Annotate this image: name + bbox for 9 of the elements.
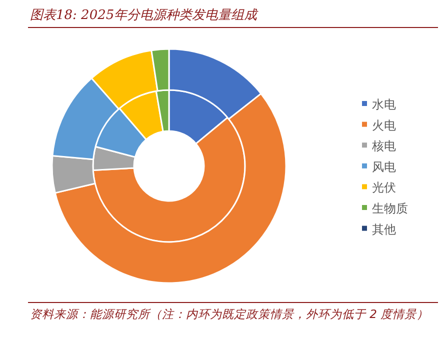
legend-label: 光伏: [372, 180, 396, 195]
chart-title: 图表18: 2025年分电源种类发电量组成: [30, 7, 258, 24]
legend-label: 其他: [372, 222, 396, 236]
legend-label: 风电: [372, 160, 396, 174]
legend-label: 水电: [372, 98, 396, 112]
legend-label: 火电: [372, 118, 396, 132]
text: 资料来源：能源研究所（注：内环为既定政策情景，外环为低于 2 度情景）: [30, 306, 430, 322]
legend-label: 生物质: [372, 202, 408, 216]
legend-label: 核电: [371, 139, 396, 154]
